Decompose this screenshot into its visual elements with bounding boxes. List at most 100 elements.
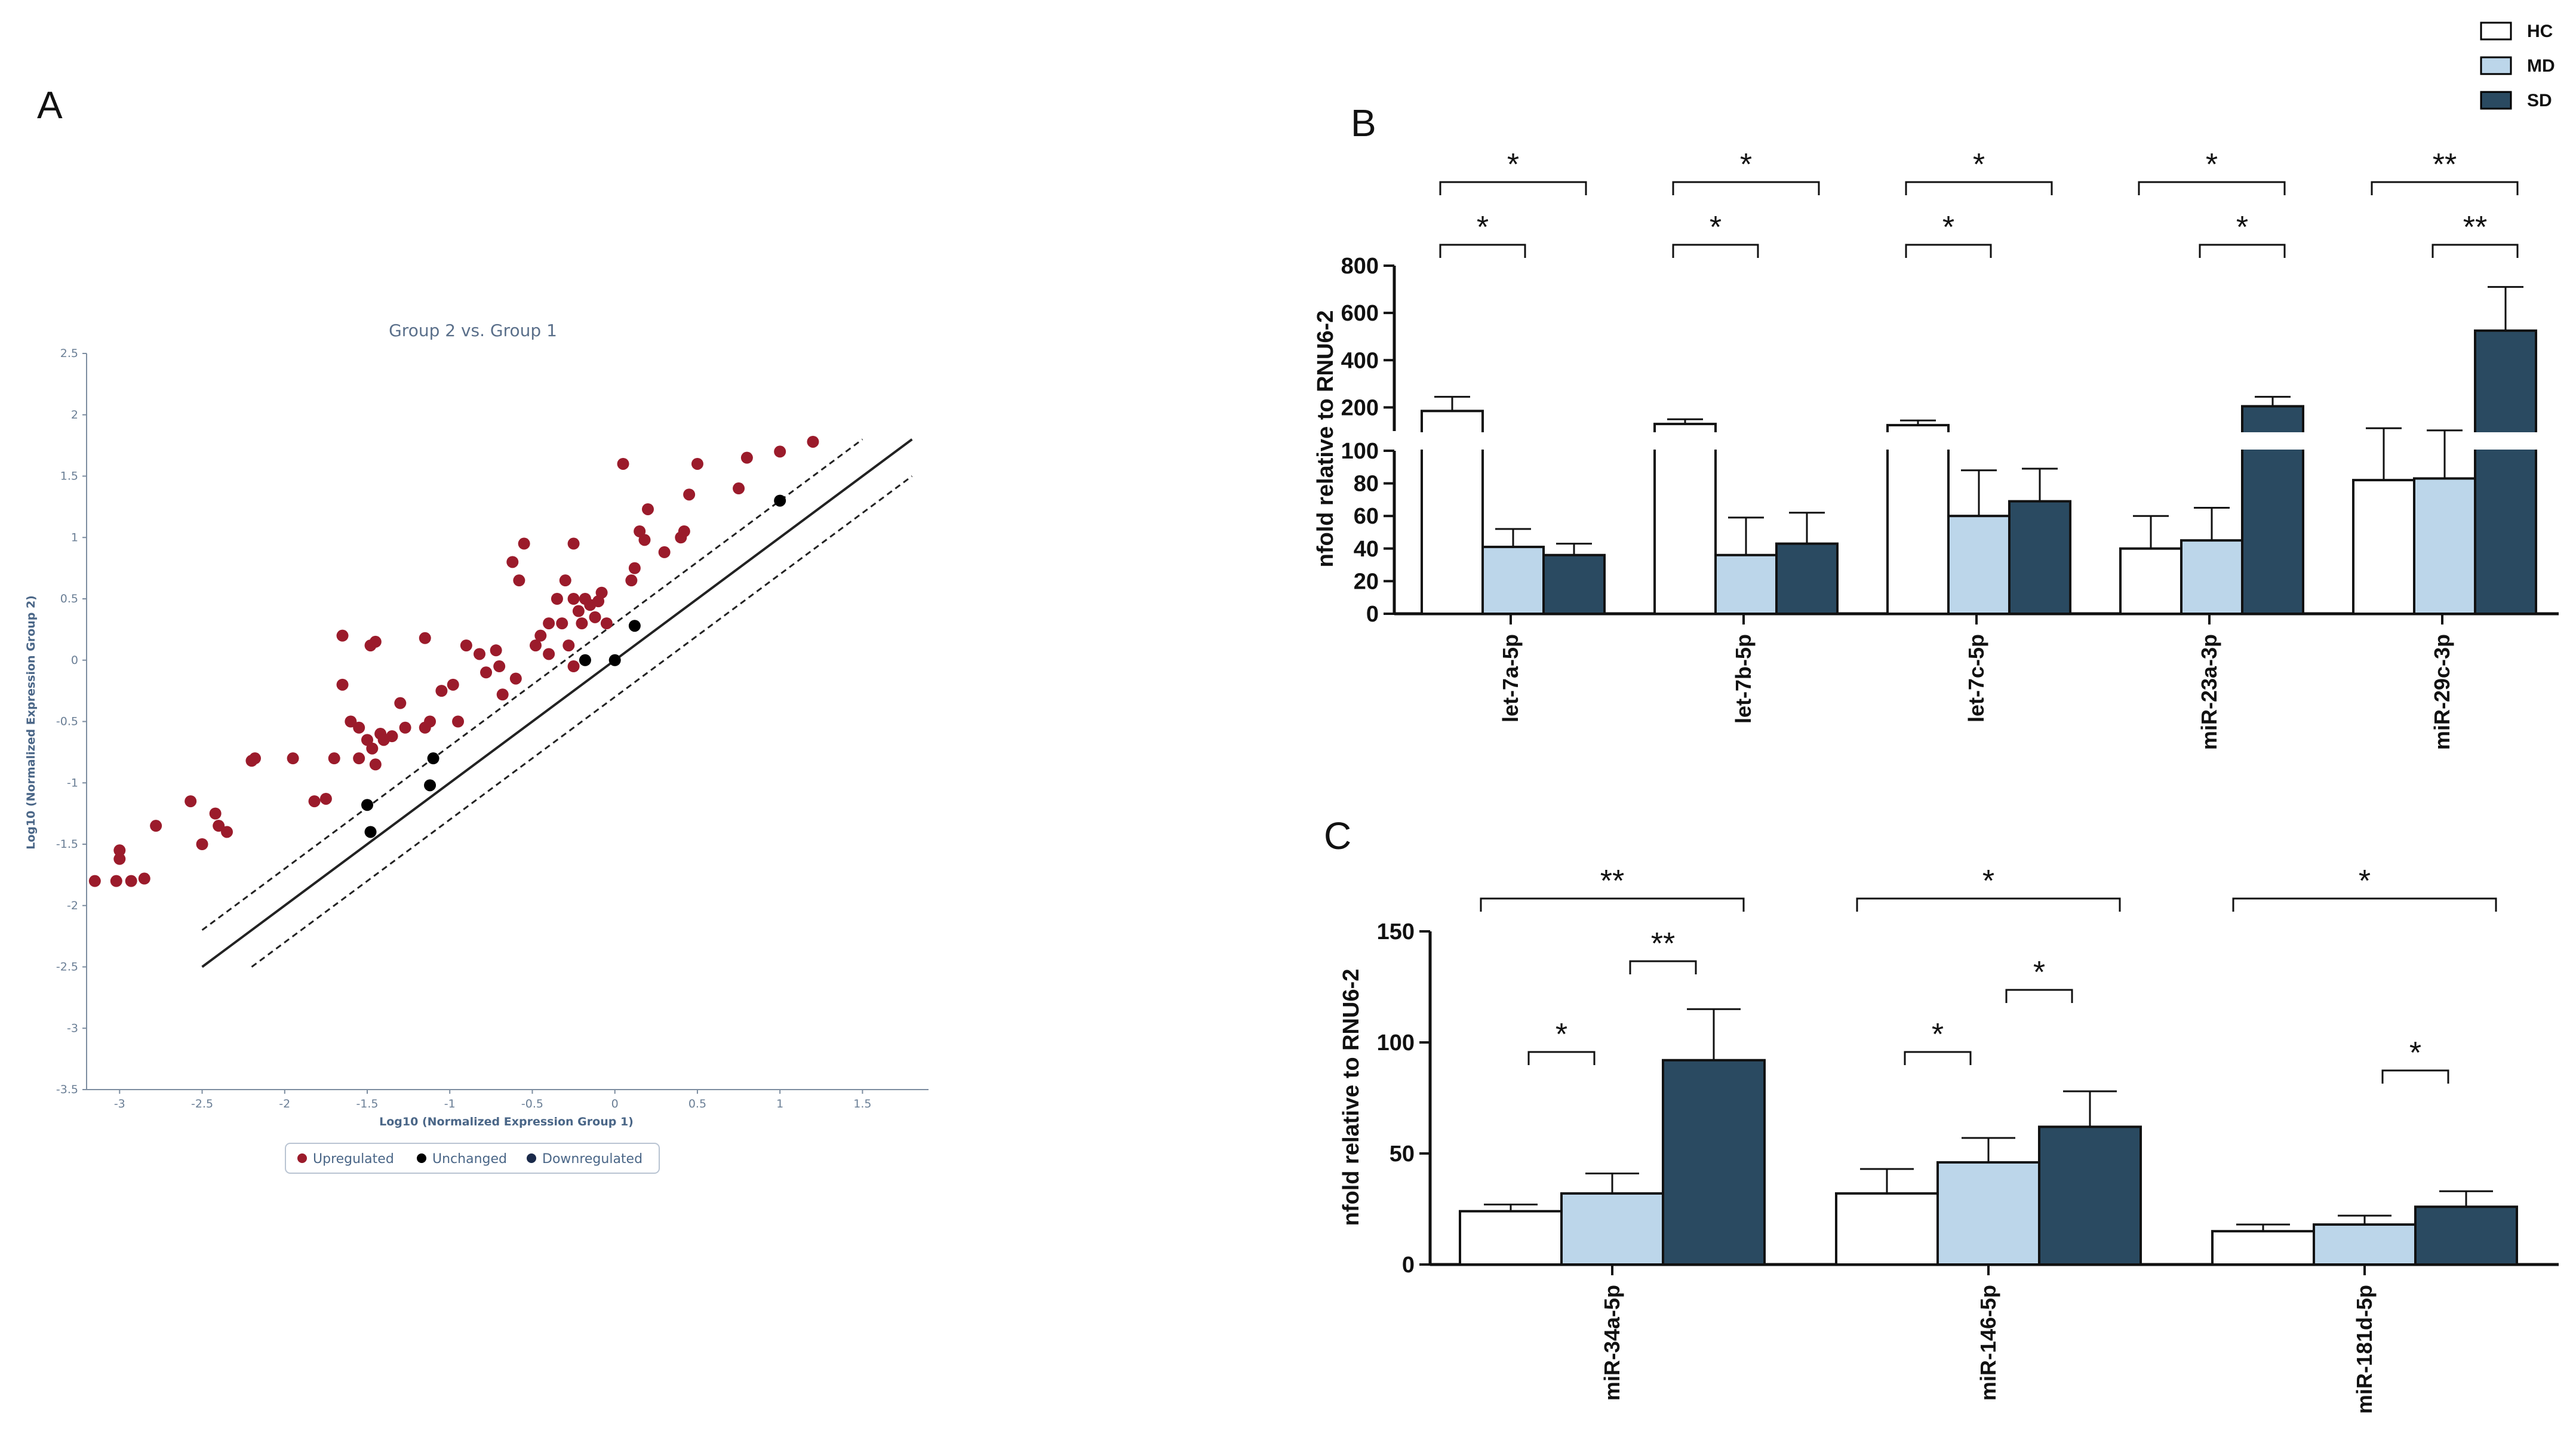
bar-b-axis-break-gap (1652, 432, 1718, 450)
significance-bracket (1629, 960, 1697, 974)
scatter-point-upregulated (543, 648, 555, 660)
legend-downregulated-marker (527, 1153, 536, 1163)
scatter-point-upregulated (642, 503, 654, 515)
legend-upregulated[interactable]: Upregulated (313, 1152, 394, 1167)
bar-b-hc (1653, 423, 1717, 616)
scatter-point-upregulated (386, 730, 398, 743)
significance-bracket (2371, 181, 2519, 195)
scatter-point-upregulated (496, 688, 509, 701)
scatter-point-upregulated (138, 872, 150, 885)
scatter-point-upregulated (399, 721, 411, 734)
scatter-point-unchanged (424, 779, 436, 792)
bar-b-error-bar (2427, 429, 2463, 479)
bar-c-category-label: miR-34a-5p (1600, 1285, 1624, 1401)
bar-b-error-bar (2366, 427, 2402, 481)
scatter-y-tick-label: 1 (71, 531, 78, 544)
bar-b-y-tick-label: 20 (1354, 569, 1379, 594)
bar-b-md (1714, 553, 1778, 615)
scatter-point-upregulated (424, 715, 436, 728)
significance-bracket (1672, 244, 1759, 258)
scatter-x-tick-label: -2.5 (191, 1097, 213, 1110)
scatter-y-tick-label: -3.5 (56, 1083, 78, 1096)
bar-c-category-label: miR-146-5p (1976, 1285, 2000, 1401)
bar-b-error-bar (1434, 396, 1470, 411)
significance-label: ** (1651, 927, 1675, 961)
scatter-point-upregulated (733, 482, 745, 495)
significance-bracket (2199, 244, 2286, 258)
scatter-point-upregulated (509, 672, 522, 685)
bar-b-hc (2352, 479, 2415, 616)
scatter-x-tick-label: -0.5 (521, 1097, 543, 1110)
bar-b-y-tick-label: 600 (1341, 301, 1379, 326)
bar-c-error-bar (2338, 1214, 2391, 1225)
scatter-point-upregulated (807, 435, 819, 448)
bar-b-y-tick-label: 40 (1354, 537, 1379, 562)
scatter-boundary-line (251, 475, 913, 968)
bar-c-sd (2038, 1125, 2142, 1266)
significance-label: * (1932, 1017, 1944, 1052)
scatter-point-upregulated (543, 617, 555, 630)
bar-b-error-bar (2488, 286, 2523, 331)
legend-downregulated[interactable]: Downregulated (542, 1152, 643, 1167)
bar-b-y-tick-label: 400 (1341, 348, 1379, 373)
bar-c-error-bar (1860, 1168, 1914, 1193)
bar-c-error-bar (1962, 1137, 2015, 1162)
bar-c-md (2313, 1223, 2417, 1266)
scatter-point-upregulated (196, 838, 208, 850)
bar-b-y-tick-label: 100 (1341, 439, 1379, 464)
scatter-x-tick-label: 1 (776, 1097, 783, 1110)
scatter-point-unchanged (361, 799, 373, 811)
scatter-boundary-line (201, 438, 863, 931)
scatter-point-upregulated (513, 574, 525, 587)
significance-bracket (1904, 1051, 1972, 1065)
bar-b-sd (1775, 542, 1839, 615)
scatter-point-upregulated (530, 639, 542, 652)
bar-chart-b: nfold relative to RNU6-2 0 20 40 60 80 100 200… (1313, 147, 2559, 750)
bar-b-hc (1886, 424, 1950, 615)
bar-b-sd (2474, 329, 2537, 615)
scatter-point-upregulated (474, 648, 485, 660)
significance-label: * (1942, 210, 1954, 245)
scatter-y-tick-label: -1 (67, 776, 78, 789)
bar-c-y-tick-label: 150 (1377, 919, 1415, 945)
scatter-x-tick-label: -3 (114, 1097, 125, 1110)
scatter-x-tick-label: -1.5 (356, 1097, 378, 1110)
scatter-point-unchanged (427, 752, 439, 765)
bar-b-error-bar (2133, 515, 2169, 549)
scatter-point-upregulated (595, 586, 608, 599)
scatter-point-upregulated (774, 445, 786, 458)
bar-b-error-bar (1728, 516, 1764, 555)
significance-label: ** (2433, 147, 2457, 182)
bar-c-hc (1459, 1210, 1563, 1266)
bar-b-y-tick-label: 200 (1341, 395, 1379, 420)
bar-b-error-bar (2022, 467, 2058, 502)
bar-c-y-tick-label: 100 (1377, 1030, 1415, 1056)
significance-label: * (2359, 864, 2371, 899)
scatter-y-tick-label: -2.5 (56, 961, 78, 974)
scatter-point-upregulated (493, 660, 506, 673)
significance-bracket (1905, 181, 2053, 195)
legend-sd-swatch (2480, 91, 2512, 110)
significance-bracket (1672, 181, 1820, 195)
significance-label: * (1740, 147, 1752, 182)
significance-label: * (2409, 1036, 2421, 1070)
scatter-point-upregulated (534, 629, 547, 642)
scatter-point-upregulated (452, 715, 465, 728)
scatter-point-upregulated (480, 666, 493, 679)
scatter-y-tick-label: 2 (71, 408, 78, 422)
bar-b-error-bar (2255, 396, 2291, 407)
bar-b-error-bar (1789, 512, 1825, 544)
scatter-point-upregulated (490, 644, 502, 657)
significance-bracket (2138, 181, 2286, 195)
significance-label: * (1710, 210, 1722, 245)
bar-b-axis-break-gap (1419, 432, 1485, 450)
scatter-point-upregulated (336, 629, 349, 642)
legend-unchanged[interactable]: Unchanged (432, 1152, 507, 1167)
scatter-y-tick-label: -1.5 (56, 838, 78, 851)
significance-bracket (2005, 989, 2073, 1003)
scatter-point-upregulated (589, 611, 601, 623)
scatter-point-upregulated (185, 795, 197, 808)
scatter-point-upregulated (353, 752, 365, 765)
legend-md-swatch (2480, 56, 2512, 75)
